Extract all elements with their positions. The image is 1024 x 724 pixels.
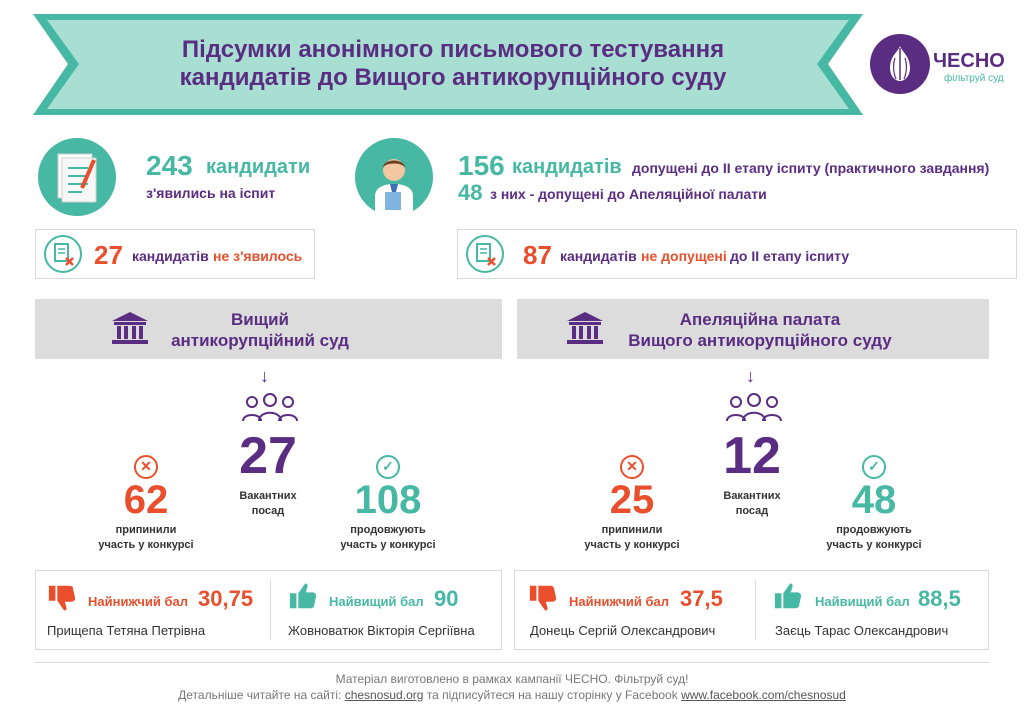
court1-continue: 108 [354,478,422,522]
admitted-count: 156 [458,150,505,181]
court1-lowest-label: Найнижчий бал [88,594,189,609]
court2-vacancies: 12 [723,427,781,485]
court2-title-line1: Апеляційна палата [679,310,841,329]
document-cross-icon-2 [466,235,504,273]
court2-vacancies-label1: Вакантних [723,490,781,502]
not-appeared-unit: кандидатів [132,248,209,264]
thumbs-down-icon-2 [528,582,558,617]
checklist-icon [38,138,116,216]
admitted-text: допущені до II етапу іспиту (практичного… [632,160,990,176]
court1-vacancies-label2: посад [251,505,285,517]
logo-name: ЧЕСНО [933,50,1005,72]
court1-banner [35,299,502,359]
court1-highest-label: Найвищий бал [329,594,424,609]
not-admitted-unit: кандидатів [560,248,637,264]
not-admitted-highlight: не допущені [641,248,727,264]
appeared-count: 243 [146,150,193,181]
court2-vacancies-label2: посад [735,505,769,517]
court1-highest-name: Жовноватюк Вікторія Сергіївна [288,623,475,638]
courthouse-icon [110,310,150,351]
courthouse-icon-2 [565,310,605,351]
court2-lowest-label: Найнижчий бал [569,594,670,609]
candidate-person-icon [355,138,433,216]
divider-2 [755,580,756,640]
divider [270,580,271,640]
appeared-text: з'явились на іспит [146,185,276,201]
not-admitted-rest: до II етапу іспиту [730,248,850,264]
footer-prefix: Детальніше читайте на сайті: [178,688,342,702]
facebook-link[interactable]: www.facebook.com/chesnosud [681,688,846,702]
page-title-line1: Підсумки анонімного письмового тестуванн… [181,36,725,63]
thumbs-up-icon-2 [773,582,803,617]
court2-lowest-score: 37,5 [680,586,723,611]
footer-line2: Детальніше читайте на сайті: chesnosud.o… [0,688,1024,702]
court2-continue-label1: продовжують [836,524,912,536]
check-circle-icon: ✓ [376,455,400,479]
court1-stopped-label2: участь у конкурсі [98,539,194,551]
header-ribbon [33,14,863,115]
logo-tagline: фільтруй суд [944,73,1004,84]
court2-lowest-name: Донець Сергій Олександрович [530,623,716,638]
page-title-line2: кандидатів до Вищого антикорупційного су… [179,64,727,91]
court2-stopped-label1: припинили [601,524,663,536]
court1-lowest-name: Прищепа Тетяна Петрівна [47,623,206,638]
court1-scores-box [35,570,502,650]
court1-stopped: 62 [123,478,169,522]
court2-stopped: 25 [609,478,655,522]
court2-stopped-label2: участь у конкурсі [584,539,680,551]
court1-vacancies: 27 [239,427,297,485]
court1-lowest-score: 30,75 [198,586,254,611]
not-admitted-count: 87 [523,240,552,270]
down-arrow-icon-2: ↓ [746,366,755,386]
garlic-logo-icon [870,34,930,94]
court2-highest-name: Заєць Тарас Олександрович [775,623,949,638]
down-arrow-icon: ↓ [260,366,269,386]
thumbs-up-icon [288,582,318,617]
footer-middle: та підписуйтеся на нашу сторінку у Faceb… [426,688,678,702]
footer-line1: Матеріал виготовлено в рамках кампанії Ч… [335,672,689,686]
court1-continue-label2: участь у конкурсі [340,539,436,551]
cross-circle-icon-2: ✕ [620,455,644,479]
judges-group-icon-2 [724,393,784,428]
court1-continue-label1: продовжують [350,524,426,536]
not-admitted-box [457,229,1017,279]
court2-title-line2: Вищого антикорупційного суду [628,331,892,350]
thumbs-down-icon [47,582,77,617]
court1-highest-score: 90 [434,586,459,611]
document-cross-icon [44,235,82,273]
not-appeared-highlight: не з'явилось [213,248,303,264]
court2-highest-score: 88,5 [918,586,961,611]
appeal-text: з них - допущені до Апеляційної палати [490,186,767,202]
check-circle-icon-2: ✓ [862,455,886,479]
court2-continue: 48 [851,478,897,522]
court1-stopped-label1: припинили [115,524,177,536]
court1-vacancies-label1: Вакантних [239,490,297,502]
court1-title-line1: Вищий [231,310,289,329]
court2-highest-label: Найвищий бал [815,594,910,609]
site-link[interactable]: chesnosud.org [344,688,424,702]
admitted-unit: кандидатів [512,156,622,178]
court1-title-line2: антикорупційний суд [171,331,349,350]
appeared-unit: кандидати [206,156,311,178]
cross-circle-icon: ✕ [134,455,158,479]
court2-continue-label2: участь у конкурсі [826,539,922,551]
court2-scores-box [514,570,989,650]
footer-divider [35,662,989,663]
not-appeared-count: 27 [94,240,123,270]
appeal-count: 48 [458,180,483,205]
judges-group-icon [240,393,300,428]
